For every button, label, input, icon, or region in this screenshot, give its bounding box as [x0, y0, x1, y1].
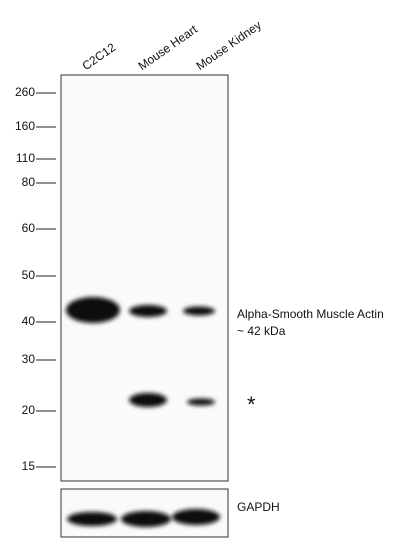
marker-label: 260	[15, 85, 35, 99]
lane-label: Mouse Heart	[136, 22, 201, 73]
marker-label: 60	[22, 221, 36, 235]
marker-label: 30	[22, 352, 36, 366]
marker-label: 50	[22, 268, 36, 282]
star-label: *	[247, 392, 256, 417]
band	[172, 509, 220, 525]
marker-label: 110	[16, 151, 35, 165]
lane-label: C2C12	[80, 40, 119, 73]
band	[183, 307, 215, 316]
main-blot	[61, 75, 228, 481]
control-label: GAPDH	[237, 500, 280, 514]
marker-label: 15	[22, 459, 36, 473]
target-label: Alpha-Smooth Muscle Actin	[237, 307, 384, 321]
band	[187, 399, 215, 406]
size-label: ~ 42 kDa	[237, 324, 286, 338]
band	[129, 393, 167, 407]
band	[67, 512, 117, 526]
band	[129, 305, 167, 317]
marker-label: 160	[15, 119, 35, 133]
marker-label: 40	[22, 314, 36, 328]
lane-label: Mouse Kidney	[194, 18, 264, 73]
band	[121, 511, 171, 527]
band	[66, 297, 120, 323]
blot-figure: Alpha-Smooth Muscle Actin ~ 42 kDa * GAP…	[0, 0, 409, 540]
marker-label: 20	[22, 403, 36, 417]
marker-label: 80	[22, 175, 36, 189]
